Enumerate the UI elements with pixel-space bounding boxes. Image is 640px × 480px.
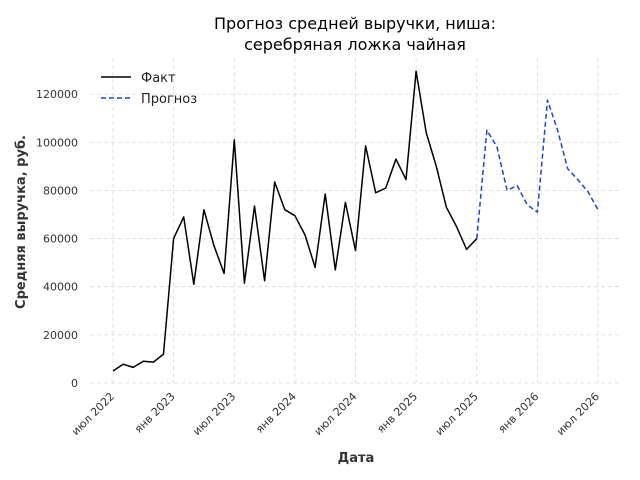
x-tick-label: янв 2025 [374, 390, 420, 436]
x-tick-label: июл 2026 [554, 390, 602, 438]
x-tick-label: июл 2022 [69, 390, 117, 438]
x-tick-label: июл 2025 [433, 390, 481, 438]
y-tick-label: 20000 [43, 329, 78, 342]
y-tick-label: 0 [71, 377, 78, 390]
x-tick-label: янв 2026 [496, 390, 542, 436]
legend-label-fact: Факт [141, 71, 176, 86]
y-tick-label: 100000 [36, 136, 78, 149]
legend: Факт Прогноз [101, 71, 197, 107]
forecast-series-line [476, 99, 599, 239]
x-tick-label: июл 2023 [190, 390, 238, 438]
x-axis-ticks: июл 2022 янв 2023 июл 2023 янв 2024 июл 2024… [69, 390, 602, 438]
x-tick-label: июл 2024 [312, 390, 360, 438]
x-tick-label: янв 2023 [132, 390, 178, 436]
y-tick-label: 60000 [43, 233, 78, 246]
y-tick-label: 40000 [43, 281, 78, 294]
y-axis-ticks: 0 20000 40000 60000 80000 100000 120000 [36, 88, 78, 390]
legend-label-forecast: Прогноз [141, 92, 197, 107]
fact-series-line [112, 70, 478, 372]
y-tick-label: 80000 [43, 184, 78, 197]
x-axis-label: Дата [338, 451, 375, 466]
chart-title-line-2: серебряная ложка чайная [244, 35, 466, 54]
y-axis-label: Средняя выручка, руб. [14, 135, 29, 309]
chart-title-line-1: Прогноз средней выручки, ниша: [214, 14, 496, 33]
y-tick-label: 120000 [36, 88, 78, 101]
x-tick-label: янв 2024 [253, 390, 299, 436]
series-lines [112, 70, 599, 372]
